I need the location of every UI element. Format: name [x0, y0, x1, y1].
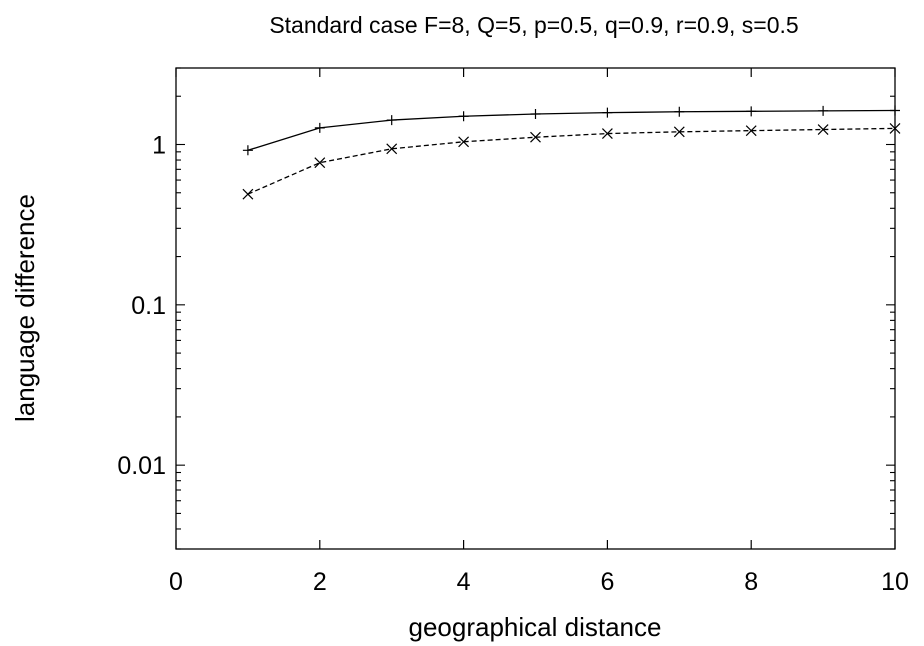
series-1-point — [458, 111, 469, 122]
y-tick-label: 0.01 — [117, 452, 166, 480]
series-2-point — [314, 157, 326, 169]
series-1-point — [602, 107, 613, 118]
series-2-point — [601, 128, 613, 139]
series-1-point — [746, 106, 757, 117]
y-tick-label: 1 — [152, 131, 166, 159]
series-2-point — [889, 122, 901, 134]
plot-frame — [175, 67, 896, 550]
y-tick-label: 0.1 — [131, 292, 166, 320]
x-tick-label: 6 — [600, 568, 614, 596]
series-2-point — [386, 143, 398, 155]
chart-title: Standard case F=8, Q=5, p=0.5, q=0.9, r=… — [269, 12, 798, 38]
series-1-point — [890, 105, 900, 116]
x-axis-ticks: 0 2 4 6 8 10 — [169, 68, 909, 596]
x-axis-label: geographical distance — [409, 612, 662, 642]
series-2-point — [745, 125, 757, 137]
series-2-point — [817, 124, 829, 135]
series-1-point — [242, 145, 253, 156]
y-axis-ticks: 0.01 0.1 1 — [117, 67, 895, 550]
y-axis-label: language difference — [10, 194, 40, 422]
x-tick-label: 4 — [457, 568, 471, 596]
series-2-point — [458, 136, 470, 148]
x-tick-label: 8 — [744, 568, 758, 596]
x-tick-label: 10 — [881, 568, 909, 596]
series-1-point — [386, 115, 397, 126]
series-2-line — [247, 127, 896, 195]
x-tick-label: 2 — [313, 568, 327, 596]
series-2-point — [242, 188, 254, 200]
series-2-point — [530, 131, 541, 143]
series-layer — [242, 105, 901, 200]
series-1-line — [247, 109, 896, 151]
series-1-point — [674, 106, 685, 117]
x-tick-label: 0 — [169, 568, 183, 596]
series-1-point — [818, 105, 829, 116]
series-1-point — [314, 122, 325, 133]
series-2-point — [673, 126, 685, 138]
series-1-point — [530, 108, 541, 119]
